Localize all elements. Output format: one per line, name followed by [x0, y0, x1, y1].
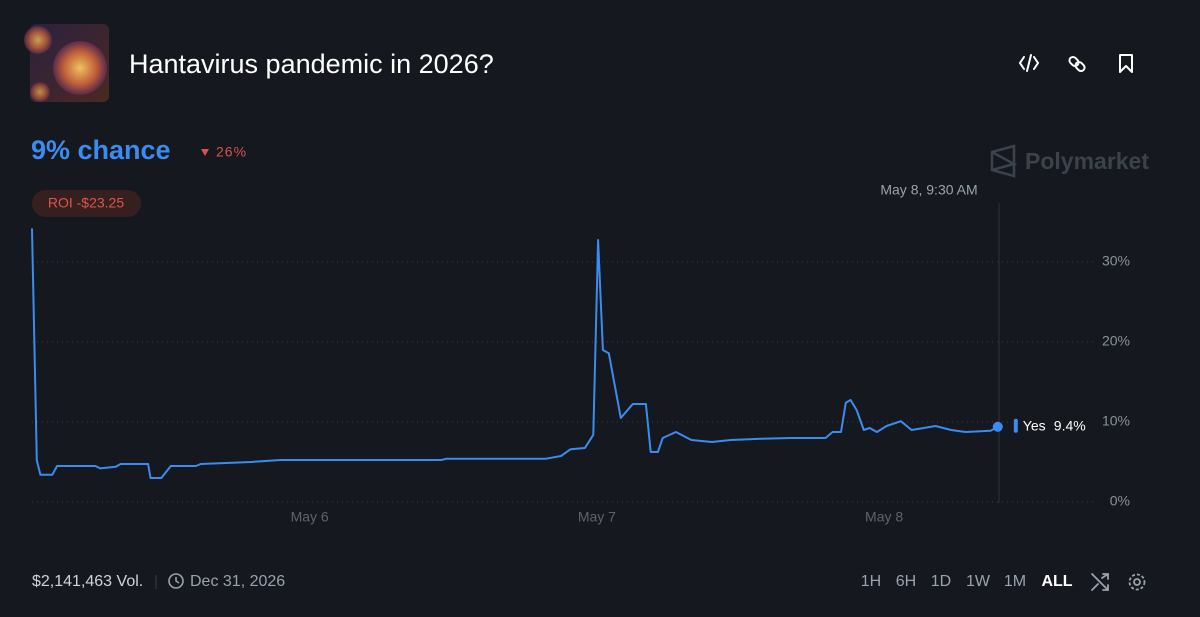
brand: Polymarket	[1025, 148, 1149, 174]
x-tick-label: May 8	[865, 509, 903, 525]
volume: $2,141,463 Vol.	[32, 573, 143, 590]
embed-button[interactable]	[1018, 54, 1040, 72]
change: 26%	[216, 144, 247, 160]
y-tick-label: 30%	[1102, 253, 1130, 269]
chance: 9% chance	[31, 135, 171, 165]
change-arrow	[201, 149, 209, 156]
hover-label: May 8, 9:30 AM	[880, 182, 977, 198]
end-point	[992, 421, 1003, 432]
y-tick-label: 10%	[1102, 413, 1130, 429]
market-image	[24, 24, 109, 102]
end-date: Dec 31, 2026	[190, 573, 285, 590]
y-tick-label: 0%	[1110, 493, 1130, 509]
range-button[interactable]: 1D	[931, 573, 951, 590]
settings-button[interactable]	[1128, 573, 1146, 591]
roi: ROI -$23.25	[48, 195, 124, 211]
link-button[interactable]	[1068, 55, 1086, 73]
series-line	[31, 228, 999, 479]
bookmark-button[interactable]	[1119, 54, 1133, 73]
range-button[interactable]: 1W	[966, 573, 991, 590]
shuffle-button[interactable]	[1091, 573, 1109, 591]
range-button[interactable]: ALL	[1041, 573, 1072, 590]
series-label-box	[1009, 412, 1096, 439]
range-selector: 1H 6H 1D 1W 1M ALL	[861, 573, 1073, 590]
clock-icon	[168, 573, 184, 589]
brand-logo	[990, 144, 1018, 178]
roi-pill	[32, 190, 141, 217]
legend-swatch	[1013, 418, 1018, 433]
chart: 0% 10% 20% 30% May 6 May 7 May 8 Yes 9.4%	[31, 228, 1130, 525]
range-button[interactable]: 1H	[861, 573, 881, 590]
x-tick-label: May 7	[578, 509, 616, 525]
x-tick-label: May 6	[291, 509, 329, 525]
range-button[interactable]: 6H	[896, 573, 916, 590]
legend-label: Yes	[1023, 418, 1046, 434]
y-tick-label: 20%	[1102, 333, 1130, 349]
range-button[interactable]: 1M	[1004, 573, 1026, 590]
value-label: 9.4%	[1054, 418, 1086, 434]
market-title: Hantavirus pandemic in 2026?	[129, 49, 494, 79]
